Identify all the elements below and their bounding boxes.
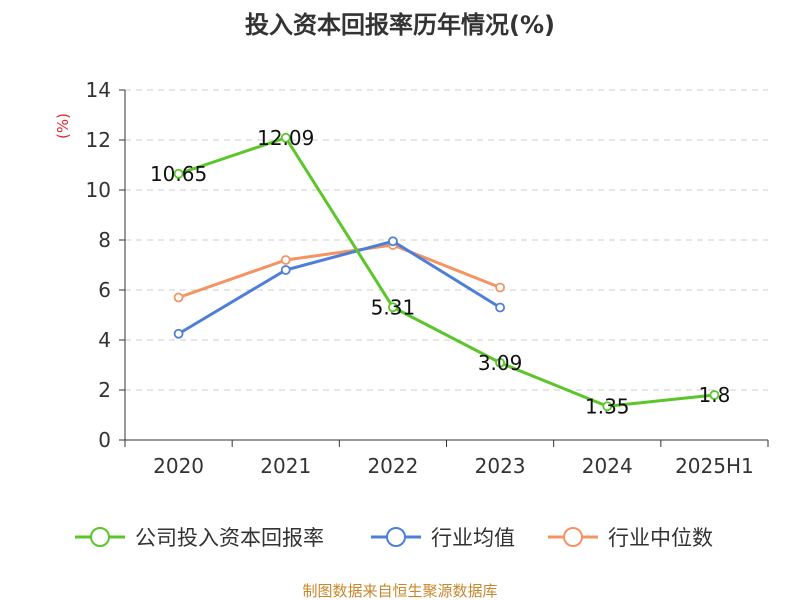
y-tick-label: 4 bbox=[98, 328, 111, 352]
x-tick-label: 2022 bbox=[367, 454, 418, 478]
series-point bbox=[280, 132, 291, 143]
series-line bbox=[177, 243, 502, 299]
x-tick-label: 2021 bbox=[260, 454, 311, 478]
series-point bbox=[173, 328, 184, 339]
y-axis-unit: (%) bbox=[54, 113, 72, 139]
series-point bbox=[280, 255, 291, 265]
source-note: 制图数据来自恒生聚源数据库 bbox=[302, 582, 497, 600]
legend: 公司投入资本回报率 行业均值 行业中位数 bbox=[75, 526, 713, 550]
data-label: 1.8 bbox=[699, 383, 731, 407]
legend-swatch-marker bbox=[386, 527, 406, 547]
data-label: 1.35 bbox=[585, 394, 630, 418]
axes: 0 2 4 6 8 10 12 14 2020 2021 2022 2023 2024 2025H1 bbox=[86, 78, 769, 478]
series-point bbox=[388, 236, 398, 247]
y-tick-label: 2 bbox=[98, 378, 111, 402]
series-group bbox=[173, 132, 720, 412]
series-point bbox=[495, 357, 505, 368]
chart-title: 投入资本回报率历年情况(%) bbox=[245, 11, 555, 39]
grid-lines bbox=[125, 89, 768, 391]
y-tick-label: 0 bbox=[98, 428, 111, 452]
series-point bbox=[173, 292, 184, 303]
data-label: 10.65 bbox=[150, 162, 207, 186]
series-line bbox=[177, 136, 716, 408]
x-tick-label: 2024 bbox=[582, 454, 633, 478]
y-tick-label: 14 bbox=[86, 78, 111, 102]
data-label: 5.31 bbox=[371, 295, 416, 319]
legend-swatch-marker bbox=[90, 527, 110, 547]
series-point bbox=[388, 302, 398, 313]
y-tick-label: 10 bbox=[86, 178, 111, 202]
series-point bbox=[173, 168, 184, 179]
x-tick-label: 2023 bbox=[475, 454, 526, 478]
series-point bbox=[709, 390, 720, 400]
legend-swatch-marker bbox=[563, 527, 583, 547]
y-tick-label: 6 bbox=[98, 278, 111, 302]
series-point bbox=[495, 302, 505, 313]
series-point bbox=[495, 282, 505, 293]
legend-label: 行业均值 bbox=[431, 526, 515, 550]
x-tick-label: 2025H1 bbox=[675, 454, 754, 478]
data-label: 12.09 bbox=[257, 126, 314, 150]
series-line bbox=[177, 239, 502, 336]
legend-label: 行业中位数 bbox=[608, 526, 713, 550]
series-point bbox=[280, 265, 291, 275]
data-label: 3.09 bbox=[478, 351, 523, 375]
series-point bbox=[602, 401, 613, 412]
y-tick-label: 8 bbox=[98, 228, 111, 252]
legend-label: 公司投入资本回报率 bbox=[135, 526, 324, 550]
x-tick-label: 2020 bbox=[153, 454, 204, 478]
data-labels: 10.65 12.09 5.31 3.09 1.35 1.8 bbox=[150, 126, 730, 419]
y-tick-label: 12 bbox=[86, 128, 111, 152]
